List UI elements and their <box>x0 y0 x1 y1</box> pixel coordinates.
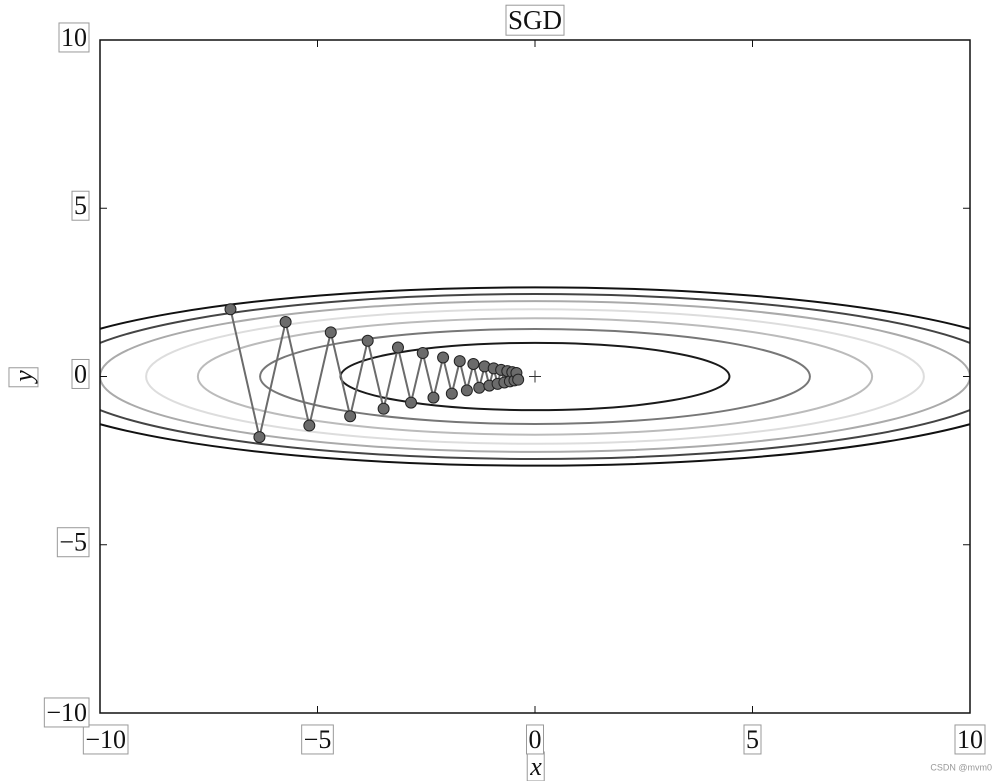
sgd-point <box>405 396 418 409</box>
sgd-point <box>253 431 266 444</box>
sgd-point <box>512 373 525 386</box>
x-tick-label: 0 <box>529 725 542 754</box>
contour <box>100 300 970 453</box>
x-tick-label: −5 <box>304 725 332 754</box>
watermark: CSDN @mvm0 <box>930 762 992 772</box>
sgd-point <box>416 347 429 360</box>
sgd-point <box>445 387 458 400</box>
y-tick-label: −10 <box>46 698 87 727</box>
sgd-point <box>344 410 357 423</box>
label-box <box>71 190 90 221</box>
contour-group <box>100 286 970 467</box>
y-tick-label: 10 <box>61 23 87 52</box>
sgd-point <box>473 381 486 394</box>
contour <box>145 308 925 445</box>
sgd-point <box>453 355 466 368</box>
optimum-marker <box>529 370 541 383</box>
chart-title: SGD <box>508 5 562 35</box>
sgd-point <box>279 315 292 328</box>
x-tick-label: 5 <box>746 725 759 754</box>
label-box <box>743 724 762 755</box>
sgd-point <box>467 358 480 371</box>
x-axis-label: x <box>529 752 542 781</box>
sgd-point <box>427 391 440 404</box>
sgd-point <box>377 402 390 415</box>
label-box <box>82 724 129 755</box>
contour <box>100 293 970 460</box>
y-tick-label: 5 <box>74 191 87 220</box>
contour <box>100 286 970 467</box>
label-box <box>71 358 90 389</box>
label-box <box>58 22 90 53</box>
sgd-point <box>437 351 450 364</box>
sgd-point <box>324 326 337 339</box>
sgd-path <box>229 308 520 438</box>
label-box <box>43 697 90 728</box>
sgd-point <box>391 341 404 354</box>
label-box <box>505 4 565 36</box>
contour <box>196 317 874 436</box>
contour <box>259 328 811 425</box>
y-axis-label: y <box>9 370 38 385</box>
label-box <box>56 527 90 558</box>
x-tick-label: −10 <box>85 725 126 754</box>
sgd-point <box>460 384 473 397</box>
sgd-point <box>303 419 316 432</box>
x-tick-label: 10 <box>957 725 983 754</box>
label-box <box>8 367 39 388</box>
label-box <box>526 724 544 755</box>
sgd-point <box>361 334 374 347</box>
label-box <box>954 724 986 755</box>
sgd-point <box>224 303 237 316</box>
y-tick-label: −5 <box>59 528 87 557</box>
label-box <box>301 724 334 755</box>
y-tick-label: 0 <box>74 359 87 388</box>
